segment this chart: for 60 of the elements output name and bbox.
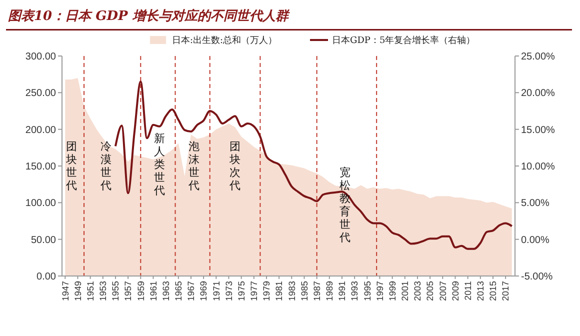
annotation: 团块次代 <box>228 140 241 192</box>
x-tick-label: 2009 <box>450 281 460 302</box>
x-tick-label: 1951 <box>85 281 96 302</box>
annotation: 宽松教育世代 <box>338 166 351 244</box>
x-tick-label: 2011 <box>462 281 473 300</box>
x-tick-label: 1947 <box>60 281 70 302</box>
x-tick-label: 1953 <box>98 281 108 302</box>
x-tick-label: 1973 <box>224 281 234 302</box>
x-tick-label: 1949 <box>72 281 83 302</box>
y2-tick-label: 5.00% <box>521 198 550 210</box>
x-tick-label: 1959 <box>136 281 146 302</box>
y2-tick-label: 25.00% <box>521 52 556 62</box>
x-tick-label: 1967 <box>186 281 196 302</box>
x-tick-label: 1971 <box>211 281 222 302</box>
x-tick-label: 2005 <box>425 281 436 302</box>
y2-tick-label: 0.00% <box>521 234 550 246</box>
x-tick-label: 1965 <box>174 281 184 302</box>
x-tick-label: 1983 <box>286 281 297 302</box>
x-tick-label: 1987 <box>312 281 322 302</box>
y-tick-label: 50.00 <box>30 234 56 246</box>
x-tick-label: 2017 <box>500 281 511 302</box>
x-tick-label: 1975 <box>236 281 246 302</box>
x-tick-label: 1961 <box>148 281 158 302</box>
x-tick-label: 2001 <box>400 281 410 302</box>
y2-tick-label: 10.00% <box>521 162 556 172</box>
y-tick-label: 200.00 <box>25 124 56 136</box>
x-tick-label: 1955 <box>110 281 121 302</box>
x-tick-label: 1979 <box>262 281 272 302</box>
x-tick-label: 1993 <box>350 281 360 302</box>
annotation: 泡沫世代 <box>188 140 200 192</box>
x-tick-label: 1989 <box>324 281 335 302</box>
y-tick-label: 300.00 <box>25 52 56 62</box>
legend-label: 日本:出生数:总和（万人） <box>172 35 278 46</box>
annotation: 新人类世代 <box>153 132 166 197</box>
legend-label: 日本GDP：5年复合增长率（右轴） <box>332 35 476 46</box>
x-tick-label: 2015 <box>488 281 498 302</box>
y2-tick-label: 20.00% <box>521 88 556 100</box>
x-tick-label: 1963 <box>160 281 171 302</box>
x-tick-label: 1991 <box>337 281 348 302</box>
annotation: 团块世代 <box>64 140 77 192</box>
x-tick-label: 1957 <box>123 281 134 302</box>
annotation: 冷漠世代 <box>100 140 112 192</box>
x-tick-label: 1997 <box>374 281 385 302</box>
x-tick-label: 2013 <box>476 281 486 302</box>
x-tick-label: 1977 <box>249 281 260 302</box>
y-tick-label: 0.00 <box>36 272 56 282</box>
line-series <box>114 80 513 250</box>
y2-tick-label: 15.00% <box>521 124 556 136</box>
x-tick-label: 1969 <box>198 281 209 302</box>
x-tick-label: 1981 <box>274 281 284 302</box>
y2-tick-label: -5.00% <box>521 272 553 282</box>
x-tick-label: 2007 <box>438 281 448 302</box>
y-tick-label: 150.00 <box>25 162 56 172</box>
chart-title: 图表10：日本 GDP 增长与对应的不同世代人群 <box>8 8 290 24</box>
x-tick-label: 1995 <box>362 281 372 302</box>
x-tick-label: 1999 <box>387 281 398 302</box>
y-tick-label: 250.00 <box>25 88 56 100</box>
y-tick-label: 100.00 <box>25 198 56 210</box>
x-tick-label: 2003 <box>412 281 423 302</box>
x-tick-label: 1985 <box>299 281 310 302</box>
